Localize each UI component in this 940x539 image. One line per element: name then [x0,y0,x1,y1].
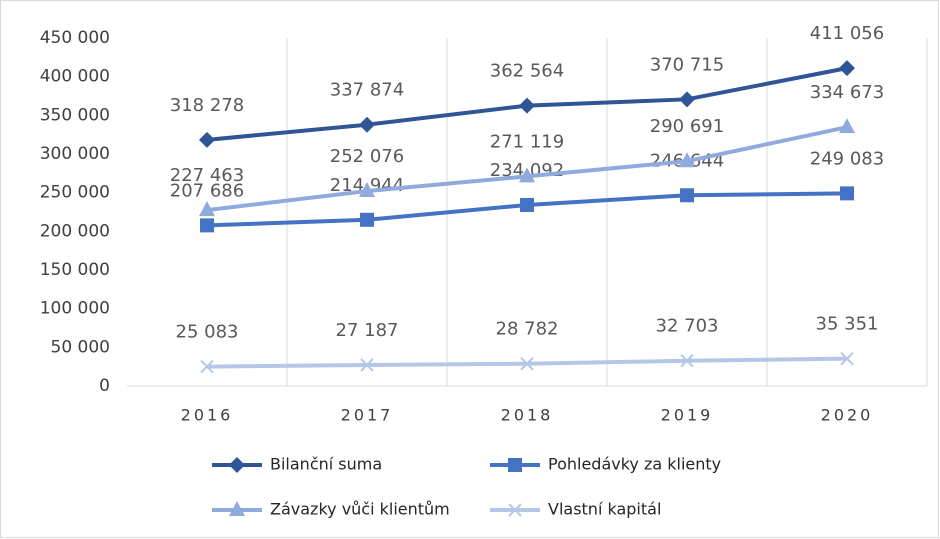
x-tick-label: 2018 [501,406,554,425]
data-label: 271 119 [490,131,564,152]
y-tick-label: 100 000 [40,299,110,319]
marker [360,358,374,372]
y-tick-label: 450 000 [40,28,110,48]
marker [840,186,854,201]
data-label: 35 351 [816,314,879,335]
marker [359,182,375,198]
marker [200,218,214,233]
marker [519,97,535,114]
y-tick-label: 150 000 [40,260,110,280]
data-label: 290 691 [650,116,724,137]
marker [680,354,694,368]
marker [359,116,375,133]
data-label: 318 278 [170,95,244,116]
data-label: 362 564 [490,61,564,82]
marker [680,188,694,203]
marker [679,91,695,108]
marker [839,60,855,77]
y-tick-label: 250 000 [40,183,110,203]
y-tick-label: 50 000 [51,337,110,357]
legend-label: Vlastní kapitál [548,500,661,519]
marker [519,167,535,183]
legend-label: Bilanční suma [270,455,382,474]
y-tick-label: 350 000 [40,105,110,125]
data-label: 411 056 [810,23,884,44]
data-label: 32 703 [656,316,719,337]
y-tick-label: 400 000 [40,67,110,87]
data-label: 249 083 [810,148,884,169]
marker [839,118,855,134]
marker [520,197,534,212]
marker [360,212,374,227]
data-label: 25 083 [176,322,239,343]
y-tick-label: 0 [99,376,110,396]
data-label: 252 076 [330,146,404,167]
marker [199,201,215,217]
data-label: 207 686 [170,180,244,201]
legend-label: Pohledávky za klienty [548,455,721,474]
marker [200,359,214,374]
x-tick-label: 2019 [661,406,714,425]
y-tick-label: 200 000 [40,221,110,241]
data-label: 227 463 [170,165,244,186]
data-label: 28 782 [496,319,559,340]
data-label: 334 673 [810,82,884,103]
x-tick-label: 2016 [181,406,234,425]
x-tick-label: 2017 [341,406,394,425]
marker [679,152,695,168]
data-label: 370 715 [650,54,724,75]
marker [508,503,522,517]
marker [840,351,854,366]
marker [229,457,245,473]
marker [508,458,522,472]
data-label: 27 187 [336,320,399,341]
marker [229,501,245,516]
marker [520,357,534,371]
y-tick-label: 300 000 [40,144,110,164]
marker [199,131,215,148]
data-label: 337 874 [330,80,404,101]
legend-label: Závazky vůči klientům [270,500,450,519]
x-tick-label: 2020 [821,406,874,425]
